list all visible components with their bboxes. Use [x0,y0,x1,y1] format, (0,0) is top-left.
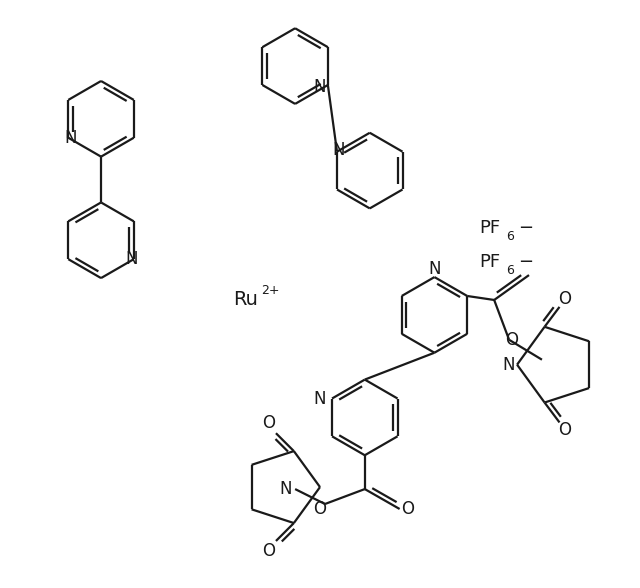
Text: N: N [314,78,326,96]
Text: O: O [558,290,571,308]
Text: O: O [314,500,326,518]
Text: 6: 6 [506,230,514,243]
Text: PF: PF [479,219,500,238]
Text: O: O [401,500,414,518]
Text: 2+: 2+ [261,283,280,296]
Text: Ru: Ru [233,290,258,309]
Text: N: N [503,356,515,373]
Text: O: O [262,415,275,432]
Text: N: N [333,141,345,159]
Text: N: N [314,389,326,407]
Text: −: − [518,253,533,271]
Text: O: O [558,422,571,439]
Text: N: N [64,129,77,147]
Text: N: N [279,480,291,498]
Text: 6: 6 [506,263,514,276]
Text: O: O [262,542,275,560]
Text: O: O [506,331,518,349]
Text: N: N [428,260,441,278]
Text: N: N [125,250,138,268]
Text: −: − [518,219,533,238]
Text: PF: PF [479,253,500,271]
